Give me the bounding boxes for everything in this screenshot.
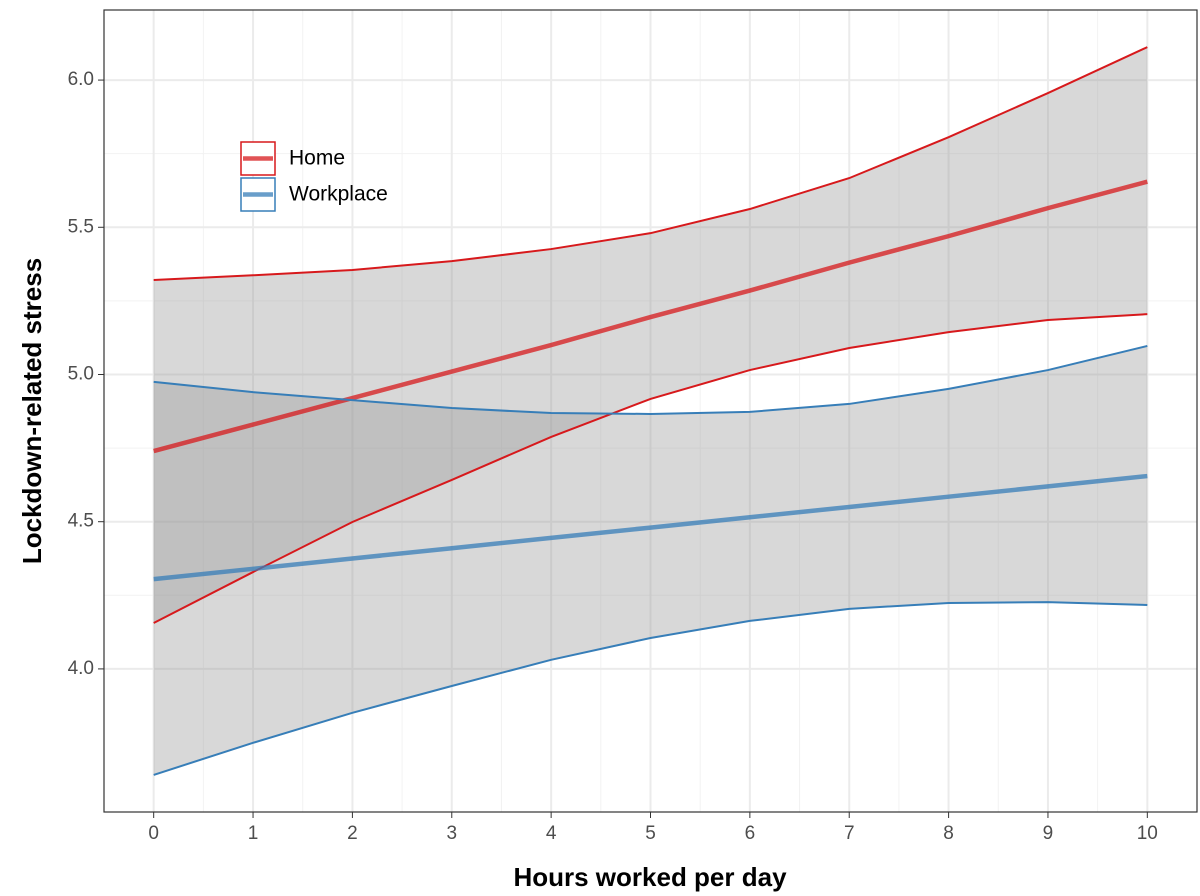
fit-line	[153, 179, 1148, 454]
x-tick-label: 3	[446, 823, 457, 844]
x-tick-label: 4	[546, 823, 557, 844]
x-tick-label: 7	[844, 823, 855, 844]
confidence-band	[153, 345, 1148, 775]
band-edge	[153, 344, 1148, 415]
y-tick-label: 6.0	[68, 69, 94, 90]
x-tick-label: 2	[347, 823, 358, 844]
y-tick-label: 4.5	[68, 511, 94, 532]
legend-label: Home	[289, 147, 345, 170]
band-edge	[153, 601, 1148, 776]
band-edge	[153, 46, 1148, 281]
y-tick-label: 4.0	[68, 658, 94, 679]
x-tick-label: 0	[148, 823, 159, 844]
y-axis-title: Lockdown-related stress	[17, 258, 47, 564]
x-tick-label: 1	[248, 823, 259, 844]
x-tick-label: 10	[1137, 823, 1158, 844]
band-edge	[153, 313, 1148, 624]
x-tick-label: 5	[645, 823, 656, 844]
y-tick-label: 5.0	[68, 364, 94, 385]
x-tick-label: 6	[745, 823, 756, 844]
fit-line	[153, 473, 1148, 582]
confidence-band	[153, 47, 1148, 623]
legend-label: Workplace	[289, 183, 388, 206]
x-tick-label: 9	[1043, 823, 1054, 844]
x-axis-title: Hours worked per day	[513, 862, 787, 892]
y-tick-label: 5.5	[68, 216, 94, 237]
x-tick-label: 8	[943, 823, 954, 844]
panel-border	[103, 9, 1198, 813]
